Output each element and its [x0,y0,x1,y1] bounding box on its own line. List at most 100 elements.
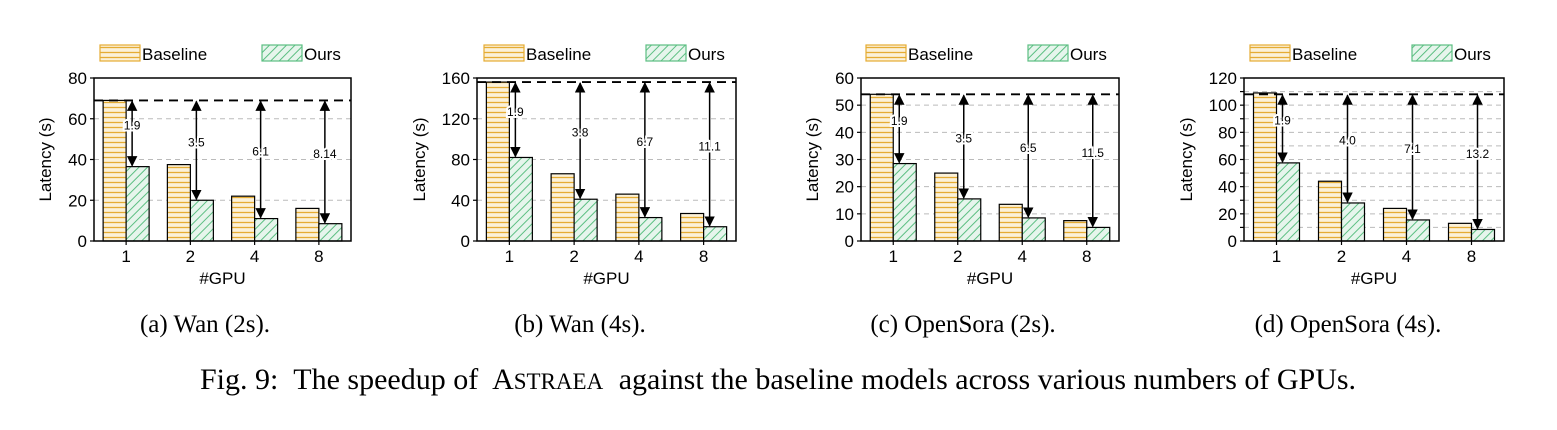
y-tick-label: 100 [1209,96,1237,115]
x-tick-label: 8 [314,247,323,266]
speedup-label: 11.1 [698,139,721,153]
bar-ours [957,198,982,242]
x-tick-label: 4 [634,247,643,266]
figure-caption-prefix: Fig. 9: [200,363,278,396]
legend: Baseline Ours [99,44,341,64]
figure-caption-system-rest: STRAEA [514,369,604,394]
bar-baseline [295,207,320,242]
x-tick-label: 1 [121,247,130,266]
y-tick-label: 80 [451,151,470,170]
x-axis-label: #GPU [583,269,629,288]
speedup-label: 4.0 [1339,134,1356,148]
bar-baseline [680,212,705,242]
x-axis-label: #GPU [967,269,1013,288]
bar-ours [508,156,533,242]
legend: Baseline Ours [865,44,1107,64]
subfigure-caption: (b) Wan (4s). [514,311,646,338]
bar-baseline [1063,220,1088,242]
x-tick-label: 4 [1402,247,1411,266]
bar-baseline [231,195,256,242]
speedup-label: 13.2 [1466,147,1490,161]
bar-ours [1275,162,1301,242]
legend-swatch-ours [261,44,303,62]
y-tick-label: 60 [835,69,854,88]
legend-swatch-ours [1411,44,1453,62]
legend-label-baseline: Baseline [1292,45,1357,64]
bar-ours [1470,228,1496,242]
speedup-label: 11.5 [1082,146,1105,160]
legend: Baseline Ours [483,44,725,64]
y-tick-label: 0 [845,232,854,251]
subfigure-caption: (c) OpenSora (2s). [870,311,1055,338]
figure-caption-before: The speedup of [293,363,478,396]
y-tick-label: 120 [442,110,470,129]
y-tick-label: 60 [1218,151,1237,170]
x-tick-label: 2 [953,247,962,266]
x-tick-label: 4 [1018,247,1027,266]
speedup-label: 8.14 [313,147,337,161]
x-tick-label: 2 [186,247,195,266]
y-tick-label: 40 [835,123,854,142]
bar-baseline [1447,222,1473,242]
y-tick-label: 40 [68,151,87,170]
y-tick-label: 20 [68,191,87,210]
legend-label-ours: Ours [1070,45,1107,64]
bar-ours [1405,219,1431,242]
y-axis-label: Latency (s) [410,117,429,201]
x-tick-label: 4 [250,247,259,266]
bar-ours [254,217,279,242]
legend-label-ours: Ours [1454,45,1491,64]
bar-baseline [550,173,575,242]
legend-swatch-baseline [1249,44,1291,62]
bar-baseline [1252,92,1278,242]
y-axis-label: Latency (s) [1177,117,1196,201]
speedup-label: 6.7 [637,135,654,149]
y-tick-label: 160 [442,69,470,88]
bar-ours [318,223,343,242]
figure-caption-system-first: A [492,363,514,396]
bar-baseline [869,93,894,242]
bar-baseline [615,193,640,242]
y-tick-label: 0 [78,232,87,251]
speedup-label: 6.5 [1020,141,1037,155]
y-tick-label: 40 [1218,178,1237,197]
x-tick-label: 8 [699,247,708,266]
chart-panel: 1.9 4.0 7.1 13.2 0 20 40 60 80 100 120 1 2 4 8 #GPU Late… [1177,44,1505,338]
legend-label-baseline: Baseline [526,45,591,64]
x-axis-label: #GPU [1351,269,1397,288]
x-tick-label: 1 [1272,247,1281,266]
x-tick-label: 8 [1467,247,1476,266]
chart-panel: 1.9 3.5 6.5 11.5 0 10 20 30 40 50 60 1 2 4 8 #GPU Latenc… [803,44,1120,338]
bar-baseline [1317,180,1343,242]
subfigure-caption: (d) OpenSora (4s). [1255,311,1442,338]
legend-label-baseline: Baseline [908,45,973,64]
legend-swatch-baseline [483,44,525,62]
speedup-label: 3.8 [572,126,589,140]
x-tick-label: 2 [569,247,578,266]
legend-label-baseline: Baseline [142,45,207,64]
bar-ours [892,162,917,242]
x-axis-label: #GPU [199,269,245,288]
bar-ours [1021,217,1046,242]
x-tick-label: 8 [1082,247,1091,266]
bar-ours [125,166,150,242]
speedup-label: 7.1 [1404,142,1421,156]
x-tick-label: 1 [505,247,514,266]
y-tick-label: 0 [461,232,470,251]
speedup-label: 3.5 [955,132,972,146]
bar-baseline [998,203,1023,242]
chart-panel: 1.9 3.5 6.1 8.14 0 20 40 60 80 1 2 4 8 #GPU Latency (s… [36,44,352,338]
legend-swatch-ours [645,44,687,62]
y-tick-label: 10 [835,205,854,224]
y-tick-label: 60 [68,110,87,129]
y-tick-label: 80 [68,69,87,88]
bar-ours [1340,202,1366,242]
y-tick-label: 0 [1228,232,1237,251]
speedup-label: 1.9 [1274,114,1291,128]
bar-baseline [166,163,191,242]
y-tick-label: 50 [835,96,854,115]
bar-baseline [1382,207,1408,242]
bar-baseline [485,81,510,242]
figure-caption-after: against the baseline models across vario… [619,363,1356,396]
